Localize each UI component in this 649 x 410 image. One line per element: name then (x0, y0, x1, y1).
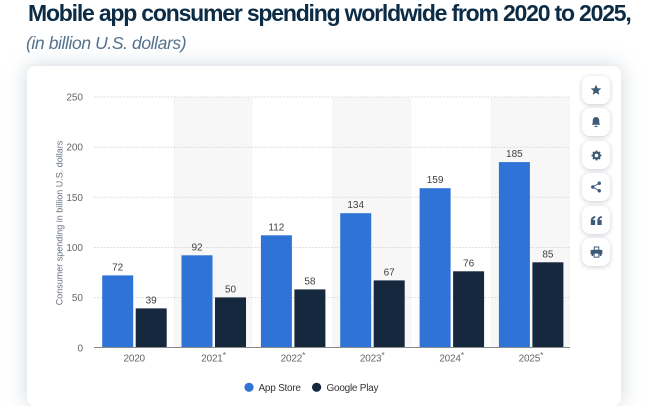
svg-text:134: 134 (347, 200, 364, 211)
svg-text:2021*: 2021* (201, 350, 226, 365)
svg-text:185: 185 (506, 149, 523, 160)
svg-text:App Store: App Store (259, 383, 302, 394)
svg-text:50: 50 (225, 284, 237, 295)
svg-text:2022*: 2022* (281, 350, 306, 365)
svg-text:0: 0 (77, 343, 83, 354)
svg-text:2023*: 2023* (360, 350, 385, 365)
svg-text:92: 92 (191, 242, 203, 253)
svg-text:200: 200 (66, 143, 83, 154)
svg-text:2020: 2020 (123, 354, 145, 365)
svg-text:39: 39 (146, 295, 158, 306)
svg-text:Consumer spending in billion U: Consumer spending in billion U.S. dollar… (55, 140, 65, 305)
svg-text:Google Play: Google Play (327, 383, 379, 394)
svg-text:112: 112 (268, 222, 284, 233)
svg-text:2024*: 2024* (439, 350, 464, 365)
svg-text:85: 85 (542, 249, 554, 260)
svg-text:159: 159 (427, 175, 444, 186)
svg-text:76: 76 (463, 258, 475, 269)
svg-text:100: 100 (66, 243, 83, 254)
svg-text:67: 67 (384, 267, 396, 278)
svg-text:72: 72 (112, 262, 124, 273)
svg-text:58: 58 (304, 276, 316, 287)
svg-text:50: 50 (72, 293, 84, 304)
svg-text:2025*: 2025* (519, 350, 544, 365)
svg-text:150: 150 (66, 193, 83, 204)
svg-text:250: 250 (66, 93, 83, 104)
